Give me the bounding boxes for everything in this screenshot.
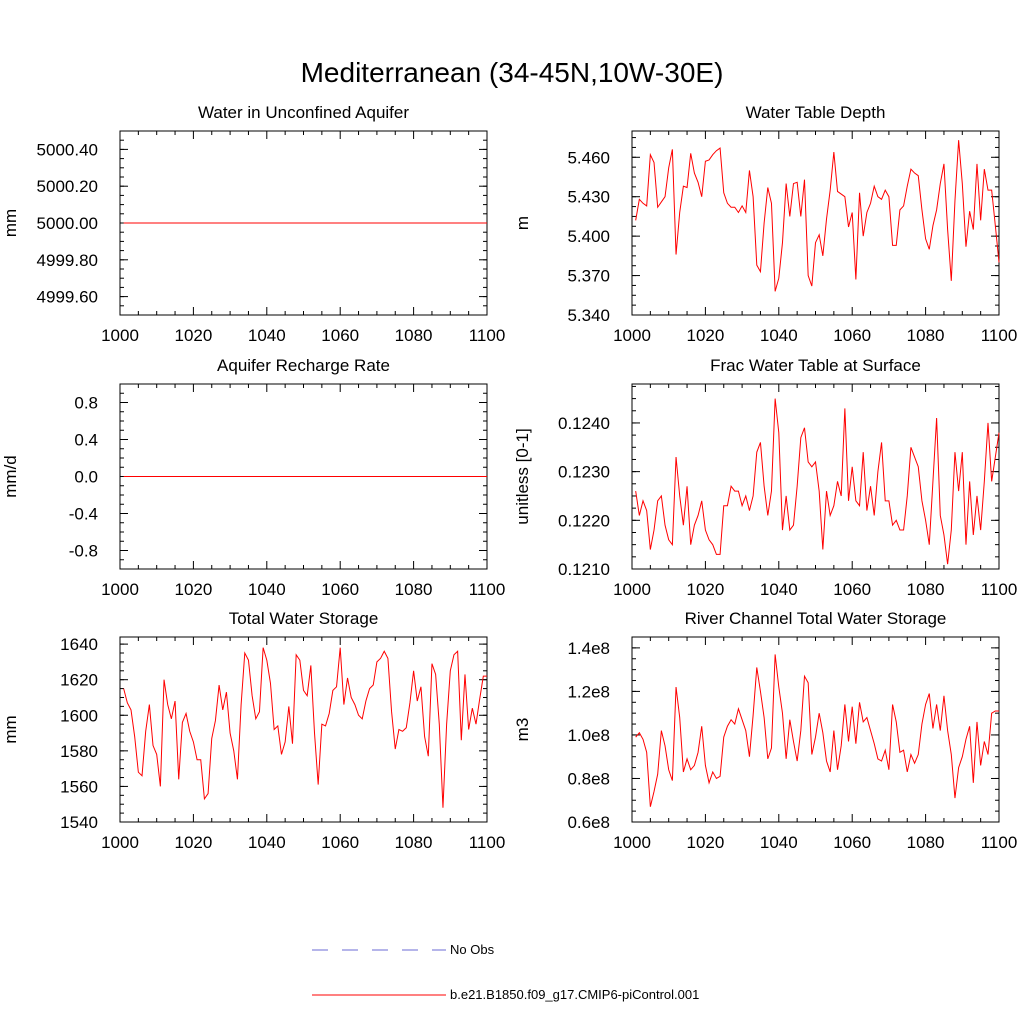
y-axis-label: unitless [0-1] [513, 428, 532, 524]
x-tick-label: 1080 [395, 833, 433, 852]
x-tick-label: 1100 [981, 833, 1018, 852]
x-tick-label: 1060 [321, 833, 359, 852]
x-tick-label: 1020 [686, 326, 724, 345]
y-tick-label: 1560 [60, 777, 98, 796]
y-axis-label: mm/d [1, 455, 20, 498]
y-tick-label: 0.4 [74, 431, 98, 450]
legend-label-no-obs: No Obs [450, 942, 495, 957]
x-tick-label: 1040 [760, 580, 798, 599]
panel-title: Aquifer Recharge Rate [217, 356, 390, 375]
panel-3: Aquifer Recharge Rate mm/d 1000 1020 1040 106… [1, 356, 505, 599]
panel-title: Water Table Depth [746, 103, 886, 122]
panel-5: Total Water Storage mm 1000 1020 1040 1060 108… [1, 609, 505, 852]
figure-title: Mediterranean (34-45N,10W-30E) [301, 57, 724, 88]
x-tick-label: 1080 [907, 326, 945, 345]
x-tick-label: 1100 [981, 326, 1018, 345]
x-tick-label: 1020 [174, 833, 212, 852]
legend: No Obs b.e21.B1850.f09_g17.CMIP6-piContr… [312, 942, 699, 1002]
y-tick-label: 5.370 [567, 267, 610, 286]
y-tick-label: 4999.60 [37, 288, 98, 307]
x-tick-label: 1060 [833, 580, 871, 599]
series-line-1 [635, 398, 1000, 565]
y-tick-label: 5000.40 [37, 140, 98, 159]
y-tick-label: 1.0e8 [567, 726, 610, 745]
x-tick-label: 1100 [981, 580, 1018, 599]
panel-frame [631, 636, 1000, 823]
x-tick-label: 1100 [469, 833, 506, 852]
x-tick-label: 1000 [613, 833, 651, 852]
x-tick-label: 1040 [760, 326, 798, 345]
x-tick-label: 1060 [321, 326, 359, 345]
x-tick-label: 1080 [907, 833, 945, 852]
y-tick-label: 5.340 [567, 306, 610, 325]
x-tick-label: 1080 [395, 326, 433, 345]
x-tick-label: 1040 [248, 833, 286, 852]
y-tick-label: 0.1230 [558, 463, 610, 482]
y-tick-label: 0.6e8 [567, 813, 610, 832]
panels: Water in Unconfined Aquifer mm 1000 1020 104… [1, 103, 1017, 852]
x-tick-label: 1000 [101, 833, 139, 852]
y-tick-label: 1.2e8 [567, 682, 610, 701]
series-line-1 [123, 647, 487, 808]
y-tick-label: 1540 [60, 813, 98, 832]
panel-6: River Channel Total Water Storage m3 1000 1… [513, 609, 1017, 852]
x-tick-label: 1000 [613, 580, 651, 599]
panel-title: River Channel Total Water Storage [685, 609, 947, 628]
x-tick-label: 1060 [833, 833, 871, 852]
y-tick-label: 5.460 [567, 148, 610, 167]
x-tick-label: 1080 [395, 580, 433, 599]
y-tick-label: 0.8 [74, 394, 98, 413]
y-tick-label: 1600 [60, 706, 98, 725]
legend-label-model: b.e21.B1850.f09_g17.CMIP6-piControl.001 [450, 987, 699, 1002]
x-tick-label: 1000 [101, 326, 139, 345]
y-tick-label: 5.430 [567, 188, 610, 207]
x-tick-label: 1000 [613, 326, 651, 345]
y-axis-label: m [513, 216, 532, 230]
y-tick-label: 1620 [60, 671, 98, 690]
y-tick-label: -0.8 [69, 542, 98, 561]
panel-2: Water Table Depth m 1000 1020 1040 1060 1080 11… [513, 103, 1017, 345]
x-tick-label: 1040 [248, 326, 286, 345]
y-tick-label: 0.8e8 [567, 769, 610, 788]
x-tick-label: 1080 [907, 580, 945, 599]
x-tick-label: 1020 [686, 580, 724, 599]
x-tick-label: 1040 [248, 580, 286, 599]
x-tick-label: 1100 [469, 580, 506, 599]
x-tick-label: 1040 [760, 833, 798, 852]
y-axis-label: mm [1, 715, 20, 743]
x-tick-label: 1100 [469, 326, 506, 345]
y-tick-label: 0.1240 [558, 414, 610, 433]
x-tick-label: 1000 [101, 580, 139, 599]
panel-frame [631, 130, 1000, 316]
series-line-1 [635, 140, 1000, 292]
y-tick-label: 0.1210 [558, 560, 610, 579]
y-axis-label: m3 [513, 718, 532, 742]
y-tick-label: 1.4e8 [567, 639, 610, 658]
x-tick-label: 1020 [174, 580, 212, 599]
panel-title: Total Water Storage [229, 609, 379, 628]
panel-frame [631, 383, 1000, 570]
y-tick-label: 4999.80 [37, 251, 98, 270]
panel-1: Water in Unconfined Aquifer mm 1000 1020 104… [1, 103, 505, 345]
series-line-1 [635, 654, 999, 807]
panel-title: Frac Water Table at Surface [710, 356, 921, 375]
x-tick-label: 1020 [686, 833, 724, 852]
y-tick-label: 0.1220 [558, 511, 610, 530]
y-tick-label: 5000.00 [37, 214, 98, 233]
y-tick-label: 5000.20 [37, 177, 98, 196]
y-tick-label: 0.0 [74, 468, 98, 487]
panel-4: Frac Water Table at Surface unitless [0-1… [513, 356, 1017, 599]
x-tick-label: 1060 [321, 580, 359, 599]
x-tick-label: 1060 [833, 326, 871, 345]
x-tick-label: 1020 [174, 326, 212, 345]
y-axis-label: mm [1, 209, 20, 237]
y-tick-label: 1580 [60, 742, 98, 761]
y-tick-label: 5.400 [567, 227, 610, 246]
y-tick-label: 1640 [60, 635, 98, 654]
y-tick-label: -0.4 [69, 505, 98, 524]
panel-title: Water in Unconfined Aquifer [198, 103, 409, 122]
